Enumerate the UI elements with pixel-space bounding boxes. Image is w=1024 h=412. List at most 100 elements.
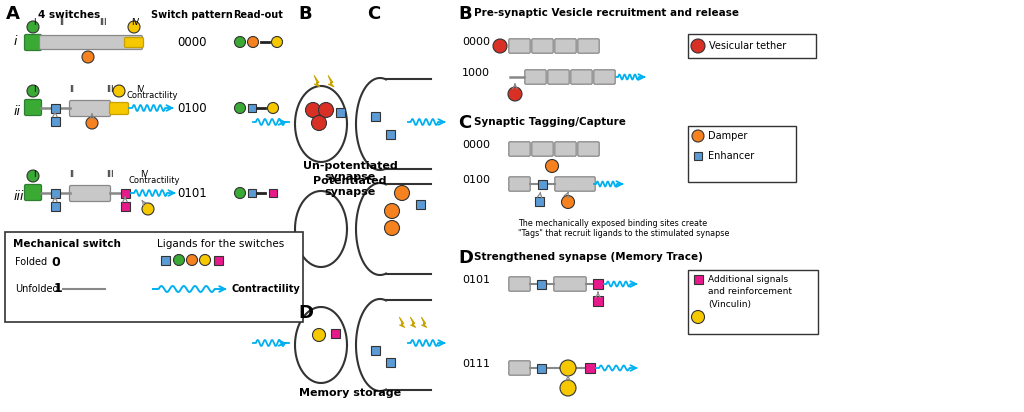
- Circle shape: [186, 255, 198, 265]
- FancyBboxPatch shape: [578, 142, 599, 156]
- Circle shape: [394, 185, 410, 201]
- Text: 0101: 0101: [177, 187, 207, 199]
- Polygon shape: [328, 75, 334, 87]
- FancyBboxPatch shape: [509, 277, 530, 291]
- Text: II: II: [59, 18, 65, 27]
- FancyBboxPatch shape: [594, 70, 615, 84]
- Text: Switch pattern: Switch pattern: [152, 10, 232, 20]
- Bar: [50, 201, 59, 211]
- Text: I: I: [33, 18, 35, 27]
- Text: D: D: [458, 249, 473, 267]
- Circle shape: [311, 115, 327, 131]
- Text: Unfolded: Unfolded: [15, 284, 58, 294]
- Text: 0111: 0111: [462, 359, 490, 369]
- Bar: [535, 197, 544, 206]
- Text: Read-out: Read-out: [233, 10, 283, 20]
- Bar: [688, 126, 796, 182]
- FancyBboxPatch shape: [555, 39, 577, 53]
- Text: Mechanical switch: Mechanical switch: [13, 239, 121, 249]
- FancyBboxPatch shape: [524, 70, 546, 84]
- Text: 4 switches: 4 switches: [38, 10, 100, 20]
- Text: Un-potentiated: Un-potentiated: [303, 161, 397, 171]
- Bar: [693, 274, 702, 283]
- Text: B: B: [298, 5, 311, 23]
- Polygon shape: [421, 317, 427, 328]
- Bar: [331, 328, 340, 337]
- FancyBboxPatch shape: [40, 35, 142, 49]
- Text: 0100: 0100: [177, 101, 207, 115]
- Bar: [50, 189, 59, 197]
- Text: 0100: 0100: [462, 175, 490, 185]
- Bar: [371, 112, 380, 120]
- Text: Contractility: Contractility: [128, 176, 180, 185]
- Text: IV: IV: [131, 18, 139, 27]
- Circle shape: [546, 159, 558, 173]
- Text: IV: IV: [140, 170, 148, 179]
- Circle shape: [692, 130, 705, 142]
- Bar: [268, 189, 278, 197]
- Text: Damper: Damper: [708, 131, 748, 141]
- Text: 1000: 1000: [462, 68, 490, 78]
- Circle shape: [128, 21, 140, 33]
- Circle shape: [234, 103, 246, 113]
- Circle shape: [691, 311, 705, 323]
- Circle shape: [561, 196, 574, 208]
- Text: III: III: [106, 85, 114, 94]
- Text: "Tags" that recruit ligands to the stimulated synapse: "Tags" that recruit ligands to the stimu…: [518, 229, 729, 238]
- Bar: [336, 108, 344, 117]
- Text: A: A: [6, 5, 19, 23]
- Text: 0000: 0000: [462, 37, 490, 47]
- Text: Additional signals: Additional signals: [708, 274, 788, 283]
- Text: IV: IV: [136, 85, 144, 94]
- Circle shape: [560, 360, 575, 376]
- Circle shape: [508, 87, 522, 101]
- Text: iii: iii: [14, 190, 25, 203]
- Bar: [248, 104, 256, 112]
- Text: Vesicular tether: Vesicular tether: [709, 41, 786, 51]
- Polygon shape: [314, 75, 321, 87]
- Text: synapse: synapse: [325, 187, 376, 197]
- FancyBboxPatch shape: [125, 37, 143, 47]
- Circle shape: [234, 187, 246, 199]
- Circle shape: [493, 39, 507, 53]
- Circle shape: [267, 103, 279, 113]
- Text: II: II: [70, 85, 75, 94]
- Circle shape: [384, 204, 399, 218]
- Circle shape: [305, 103, 321, 117]
- Text: II: II: [70, 170, 75, 179]
- Circle shape: [234, 37, 246, 47]
- Circle shape: [271, 37, 283, 47]
- Text: Potentiated: Potentiated: [313, 176, 387, 186]
- FancyBboxPatch shape: [25, 100, 42, 115]
- Text: Folded: Folded: [15, 257, 47, 267]
- FancyBboxPatch shape: [509, 177, 530, 191]
- Circle shape: [142, 203, 154, 215]
- Text: Strengthened synapse (Memory Trace): Strengthened synapse (Memory Trace): [474, 252, 702, 262]
- Bar: [688, 34, 816, 58]
- FancyBboxPatch shape: [70, 185, 111, 201]
- Text: (Vinculin): (Vinculin): [708, 300, 751, 309]
- FancyBboxPatch shape: [25, 185, 42, 201]
- Circle shape: [27, 21, 39, 33]
- Text: Memory storage: Memory storage: [299, 388, 401, 398]
- Circle shape: [248, 37, 258, 47]
- Bar: [694, 152, 702, 160]
- Text: C: C: [367, 5, 380, 23]
- Bar: [537, 363, 546, 372]
- FancyBboxPatch shape: [578, 39, 599, 53]
- Text: 0: 0: [51, 255, 59, 269]
- FancyBboxPatch shape: [555, 142, 577, 156]
- Bar: [213, 255, 222, 265]
- Bar: [50, 117, 59, 126]
- Circle shape: [312, 328, 326, 342]
- FancyBboxPatch shape: [531, 39, 553, 53]
- FancyBboxPatch shape: [509, 39, 530, 53]
- Text: I: I: [33, 170, 35, 179]
- Circle shape: [318, 103, 334, 117]
- Bar: [593, 296, 603, 306]
- Text: III: III: [106, 170, 114, 179]
- Bar: [688, 270, 818, 334]
- Bar: [416, 199, 425, 208]
- Bar: [121, 201, 129, 211]
- Bar: [537, 279, 546, 288]
